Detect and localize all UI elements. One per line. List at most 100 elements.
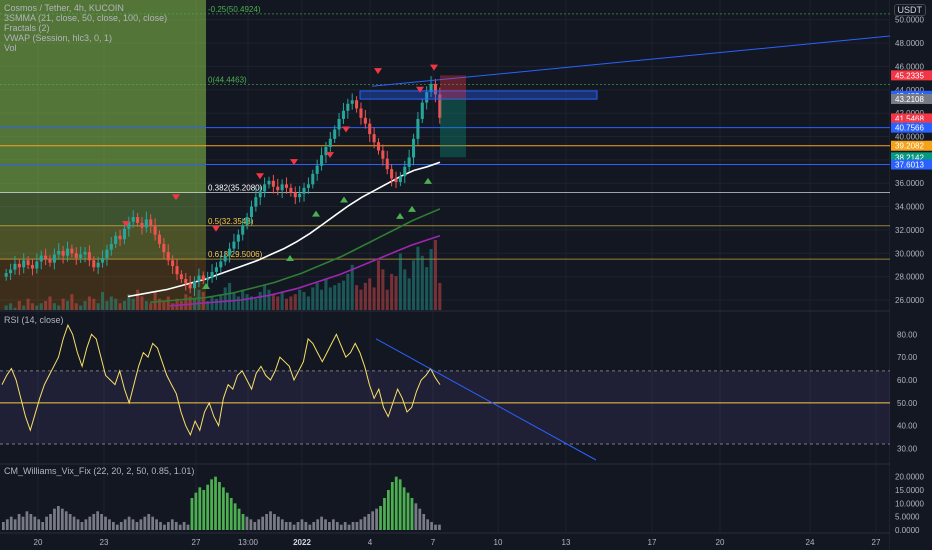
candle [284, 184, 289, 188]
time-tick-label: 2022 [293, 538, 311, 547]
vix-bar [76, 519, 80, 530]
fib-label-4: 0.618(29.5006) [208, 250, 263, 259]
vix-bar [324, 519, 327, 530]
candle [372, 134, 376, 143]
resistance-trendline[interactable] [371, 35, 891, 87]
vix-bar [241, 514, 245, 530]
vix-bar [29, 514, 33, 530]
candle [289, 187, 293, 193]
fractal-down-icon [416, 86, 424, 93]
vix-bar [190, 498, 194, 530]
volume-bar [153, 291, 157, 310]
candle [350, 100, 354, 104]
rsi-trendline[interactable] [375, 338, 597, 461]
candle [219, 261, 223, 268]
volume-bar [188, 296, 192, 310]
vix-bar [312, 522, 316, 530]
volume-bar [210, 296, 214, 310]
volume-bar [127, 294, 131, 310]
candle [298, 193, 302, 198]
candle [122, 228, 126, 240]
volume-bar [74, 303, 78, 310]
candles[interactable] [4, 76, 442, 297]
price-axis[interactable]: 50.000048.000046.000044.000042.000040.00… [890, 0, 932, 550]
vix-bar [84, 519, 88, 530]
short-stop-zone[interactable] [440, 75, 466, 99]
candle [411, 138, 416, 158]
vix-bar [222, 487, 225, 530]
vix-bar [249, 519, 253, 530]
time-tick-label: 10 [494, 538, 503, 547]
volume-bar [17, 300, 21, 310]
volume-bar [355, 285, 359, 310]
currency-selector[interactable]: USDT [893, 4, 926, 16]
moving-averages [127, 161, 441, 307]
volume-bar [293, 294, 297, 310]
vix-bar [304, 522, 308, 530]
candle [22, 260, 26, 268]
symbol-title[interactable]: Cosmos / Tether, 4h, KUCOIN [4, 3, 124, 13]
fractal-down-icon [290, 159, 298, 166]
vix-bar [273, 514, 276, 530]
candle [101, 257, 105, 263]
legend-fractals[interactable]: Fractals (2) [4, 23, 50, 33]
vix-bar [49, 514, 52, 530]
candle [433, 83, 437, 95]
volume-bar [420, 255, 424, 310]
rsi-legend[interactable]: RSI (14, close) [4, 315, 64, 325]
rsi-tick-label: 70.00 [897, 353, 918, 362]
legend-vwap[interactable]: VWAP (Session, hlc3, 0, 1) [4, 33, 113, 43]
smma-100-line [169, 235, 441, 307]
volume-bar [249, 296, 254, 310]
short-target-zone[interactable] [440, 98, 466, 158]
price-label-badge [891, 140, 932, 151]
volume-bar [276, 296, 280, 310]
vix-bar [21, 516, 25, 530]
vix-tick-label: 0.0000 [895, 526, 920, 535]
rsi-tick-label: 40.00 [897, 422, 918, 431]
legend-smma[interactable]: 3SMMA (21, close, 50, close, 100, close) [4, 13, 168, 23]
volume-bar [433, 240, 437, 310]
volume-bar [236, 296, 240, 310]
candle [293, 192, 297, 198]
vix-bar [280, 519, 284, 530]
candle [376, 142, 381, 151]
supply-zone-box[interactable] [359, 90, 598, 100]
vix-bar [438, 524, 441, 530]
volume-bar [166, 296, 170, 310]
vix-bar [214, 476, 217, 530]
price-label-badge [891, 70, 932, 81]
vix-bar [351, 522, 355, 530]
vix-bar [277, 516, 280, 530]
drawings[interactable] [359, 35, 891, 158]
vix-bar [41, 522, 45, 530]
volume-bar [363, 282, 367, 310]
rsi-pane[interactable] [0, 323, 890, 461]
vix-fix-pane[interactable] [2, 476, 441, 530]
candle [201, 275, 205, 281]
price-label-text: 45.2335 [895, 71, 924, 80]
time-axis[interactable]: 20 23 27 13:00 2022 4 7 10 13 17 20 24 27 [34, 538, 881, 547]
vix-bar [434, 524, 437, 530]
volume-bar [394, 276, 398, 310]
vix-bar [257, 519, 261, 530]
fractal-up-icon [396, 212, 404, 219]
vix-bar [343, 522, 347, 530]
vix-bar [131, 519, 135, 530]
vix-legend[interactable]: CM_Williams_Vix_Fix (22, 20, 2, 50, 0.85… [4, 466, 195, 476]
vix-bar [339, 524, 343, 530]
smma-50-line [149, 208, 441, 304]
candle [385, 158, 389, 170]
vix-bar [332, 519, 335, 530]
candle [407, 157, 411, 167]
candle [241, 225, 245, 235]
time-tick-label: 13:00 [238, 538, 259, 547]
volume-bar [206, 300, 210, 310]
volume-bar [337, 282, 341, 310]
candle [70, 248, 74, 254]
legend-vol[interactable]: Vol [4, 43, 17, 53]
vix-bar [355, 522, 359, 530]
vix-tick-label: 15.0000 [895, 486, 924, 495]
price-label-text: 38.2142 [895, 153, 924, 162]
